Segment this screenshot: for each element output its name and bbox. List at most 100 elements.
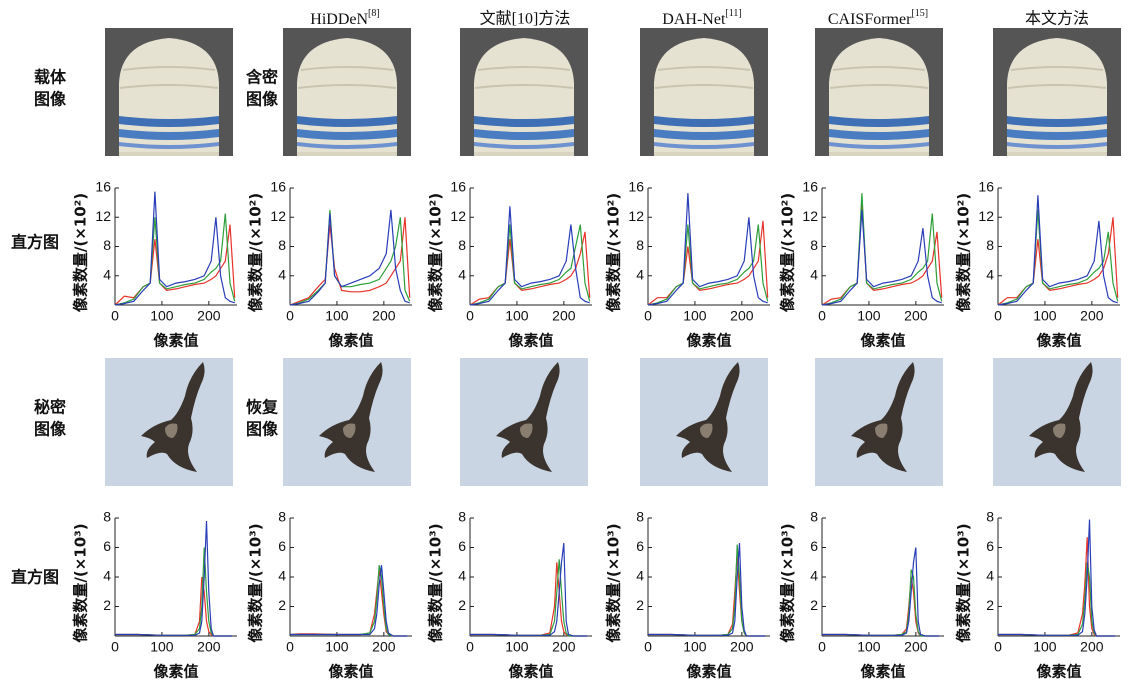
x-tick-label: 0 [286, 639, 294, 655]
y-tick-label: 8 [810, 237, 818, 253]
histogram-line [998, 519, 1116, 637]
x-axis-label: 像素值 [153, 663, 198, 681]
x-tick-label: 200 [372, 639, 396, 655]
histogram-line [648, 543, 766, 637]
x-tick-label: 200 [730, 308, 754, 324]
x-tick-label: 100 [150, 308, 174, 324]
y-tick-label: 4 [458, 266, 466, 282]
histogram-line [647, 224, 769, 306]
column-header: 本文方法 [1025, 10, 1089, 28]
y-tick-label: 6 [103, 538, 111, 554]
x-tick-label: 0 [818, 639, 826, 655]
x-tick-label: 0 [818, 308, 826, 324]
y-tick-label: 2 [103, 597, 111, 613]
y-tick-label: 4 [810, 266, 818, 282]
y-tick-label: 6 [458, 538, 466, 554]
header-ref: [15] [911, 8, 928, 19]
x-axis-label: 像素值 [508, 332, 553, 350]
x-tick-label: 0 [111, 308, 119, 324]
y-tick-label: 12 [450, 208, 466, 224]
stego-image [640, 28, 768, 156]
histogram-line [821, 209, 942, 306]
y-tick-label: 6 [986, 538, 994, 554]
x-axis-label: 像素值 [153, 332, 198, 350]
y-axis-label: 像素数量/(×10³) [779, 523, 797, 642]
x-tick-label: 100 [1033, 308, 1057, 324]
header-text: HiDDeN [310, 11, 368, 28]
y-tick-label: 8 [278, 237, 286, 253]
y-axis-label: 像素数量/(×10³) [955, 523, 973, 642]
y-tick-label: 2 [810, 597, 818, 613]
y-tick-label: 16 [95, 179, 111, 195]
recovered-image [640, 358, 768, 486]
histogram-line [821, 202, 943, 306]
histogram-line [822, 576, 940, 637]
recovered-image [993, 358, 1121, 486]
x-axis-label: 像素值 [860, 332, 905, 350]
histogram-line [470, 562, 588, 637]
stego-image [993, 28, 1121, 156]
cover-image [105, 28, 233, 156]
column-header: 文献[10]方法 [480, 10, 571, 28]
row-label: 直方图 [11, 568, 59, 587]
histogram-line [998, 562, 1116, 637]
row-label: 图像 [34, 420, 67, 439]
y-tick-label: 12 [270, 208, 286, 224]
y-axis-label: 像素数量/(×10²) [605, 193, 623, 312]
y-tick-label: 8 [278, 509, 286, 525]
x-tick-label: 200 [552, 308, 576, 324]
y-tick-label: 8 [458, 237, 466, 253]
histogram-line [115, 576, 233, 637]
x-tick-label: 200 [372, 308, 396, 324]
x-tick-label: 0 [644, 639, 652, 655]
histogram-line [997, 195, 1118, 306]
histogram-line [470, 559, 588, 637]
y-axis-label: 像素数量/(×10²) [427, 193, 445, 312]
x-tick-label: 200 [904, 639, 928, 655]
histogram-line [469, 231, 591, 306]
x-tick-label: 0 [644, 308, 652, 324]
recovered-image [815, 358, 943, 486]
secret-image [105, 358, 233, 486]
row-label: 恢复 [246, 398, 279, 417]
x-tick-label: 100 [505, 639, 529, 655]
x-tick-label: 0 [466, 639, 474, 655]
y-tick-label: 8 [458, 509, 466, 525]
stego-image [283, 28, 411, 156]
y-tick-label: 2 [986, 597, 994, 613]
y-axis-label: 像素数量/(×10³) [247, 523, 265, 642]
y-tick-label: 8 [636, 237, 644, 253]
histogram-line [821, 193, 943, 306]
y-axis-label: 像素数量/(×10³) [72, 523, 90, 642]
row-label: 图像 [246, 420, 279, 439]
histogram-line [114, 191, 235, 306]
y-tick-label: 6 [278, 538, 286, 554]
histogram-line [470, 543, 588, 637]
y-tick-label: 4 [458, 568, 466, 584]
y-tick-label: 4 [810, 568, 818, 584]
histogram-line [289, 217, 411, 306]
y-tick-label: 4 [636, 568, 644, 584]
histogram-line [998, 537, 1116, 637]
row-label: 图像 [246, 90, 279, 109]
y-tick-label: 2 [278, 597, 286, 613]
x-axis-label: 像素值 [686, 663, 731, 681]
y-axis-label: 像素数量/(×10²) [247, 193, 265, 312]
x-axis-label: 像素值 [328, 663, 373, 681]
row-label: 载体 [34, 68, 67, 87]
x-tick-label: 100 [150, 639, 174, 655]
x-axis-label: 像素值 [860, 663, 905, 681]
y-axis-label: 像素数量/(×10²) [72, 193, 90, 312]
column-header: HiDDeN[8] [310, 8, 379, 27]
y-tick-label: 4 [103, 266, 111, 282]
row-label: 含密 [246, 68, 278, 87]
x-tick-label: 0 [994, 308, 1002, 324]
y-tick-label: 16 [270, 179, 286, 195]
histogram-line [648, 544, 766, 637]
x-tick-label: 100 [325, 639, 349, 655]
x-tick-label: 200 [197, 639, 221, 655]
x-tick-label: 200 [730, 639, 754, 655]
histogram-line [648, 554, 766, 637]
x-axis-label: 像素值 [1036, 332, 1081, 350]
